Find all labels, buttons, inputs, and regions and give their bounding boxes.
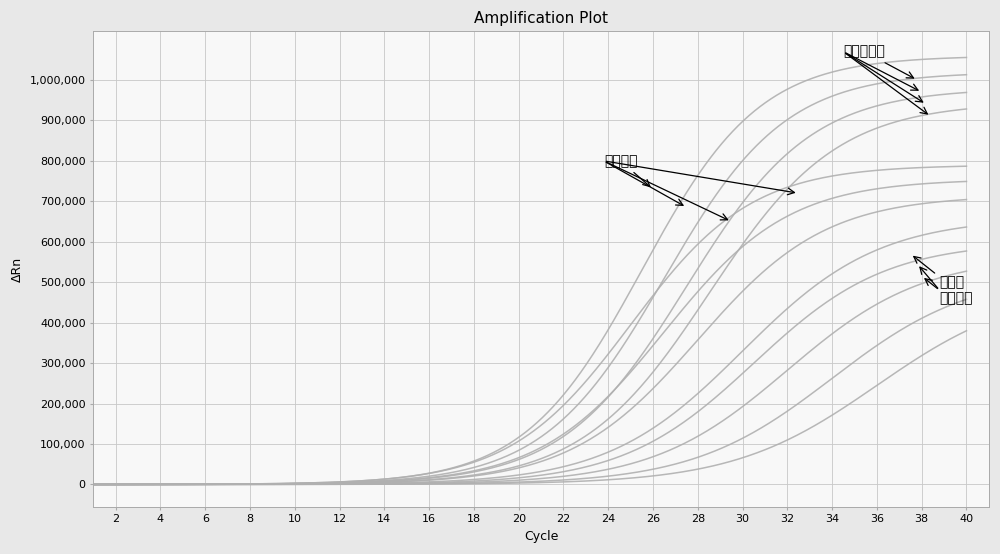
Title: Amplification Plot: Amplification Plot — [474, 11, 608, 26]
X-axis label: Cycle: Cycle — [524, 530, 558, 543]
Text: 嗜肺军团菌: 嗜肺军团菌 — [843, 45, 914, 78]
Text: 大肠杆菌: 大肠杆菌 — [604, 154, 650, 187]
Text: 溶血性
葡萄球菌: 溶血性 葡萄球菌 — [914, 257, 973, 305]
Y-axis label: ΔRn: ΔRn — [11, 257, 24, 281]
